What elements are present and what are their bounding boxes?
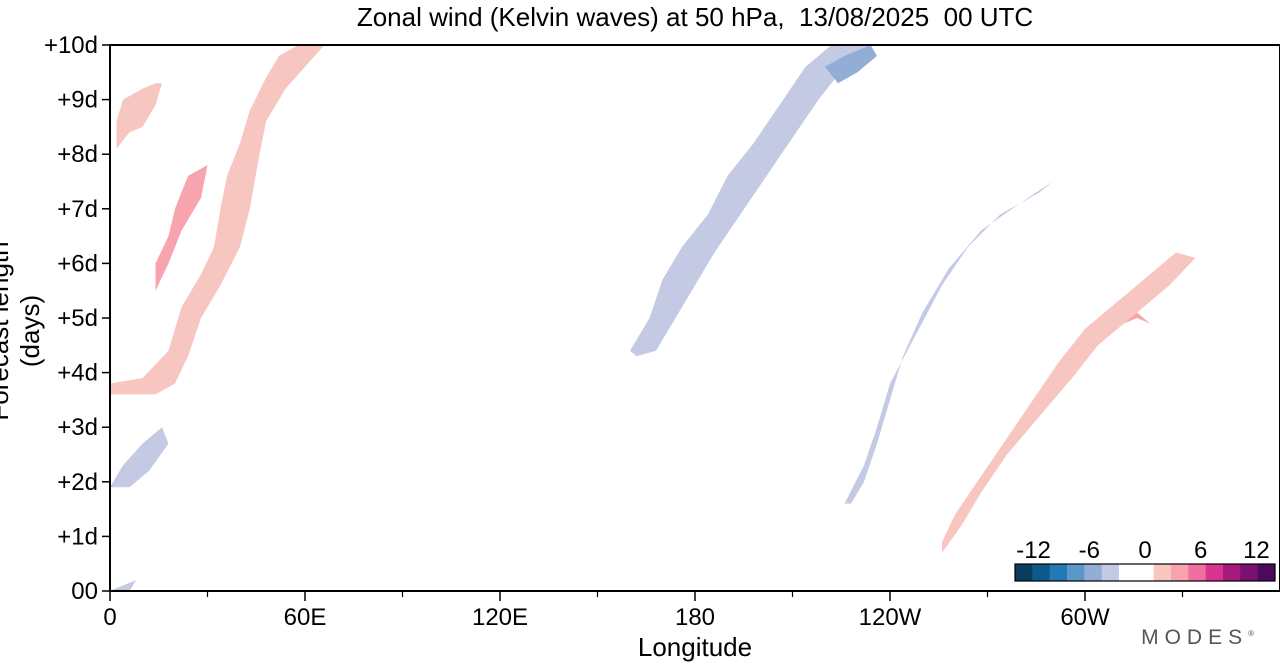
colorbar-label: 6	[1194, 537, 1207, 564]
colorbar-swatch	[1153, 564, 1172, 581]
colorbar-label: 12	[1243, 537, 1270, 564]
brand-name: MODES	[1141, 626, 1249, 649]
colorbar-swatch	[1015, 564, 1033, 581]
y-tick-label: +1d	[57, 523, 98, 550]
y-tick-label: +10d	[44, 32, 98, 59]
contour-region-negative-9	[110, 580, 136, 591]
x-tick-label: 120E	[472, 604, 528, 631]
x-tick-label: 60E	[284, 604, 327, 631]
y-tick-label: +8d	[57, 141, 98, 168]
colorbar-frame	[1014, 563, 1276, 582]
y-tick-label: +3d	[57, 414, 98, 441]
y-tick-label: +7d	[57, 196, 98, 223]
x-axis-ticks: 0 60E 120E 180 120W 60W	[103, 591, 1184, 631]
colorbar-swatch	[1240, 564, 1259, 581]
contour-region-positive-4	[1124, 312, 1150, 324]
contour-region-positive-1	[116, 83, 162, 149]
colorbar-label: 0	[1138, 537, 1151, 564]
colorbar-swatch	[1084, 564, 1103, 581]
colorbar-swatch	[1205, 564, 1224, 581]
y-tick-label: +6d	[57, 250, 98, 277]
colorbar-swatch	[1101, 564, 1120, 581]
x-tick-label: 180	[675, 604, 715, 631]
brand-logo: MODES®	[1141, 626, 1254, 650]
contour-region-negative-5	[630, 45, 871, 357]
brand-mark: ®	[1248, 629, 1254, 638]
y-tick-label: +4d	[57, 360, 98, 387]
contour-region-negative-8	[110, 427, 169, 488]
colorbar-swatch	[1136, 564, 1155, 581]
y-tick-label: +5d	[57, 305, 98, 332]
x-tick-label: 120W	[859, 604, 922, 631]
colorbar-label: -12	[1016, 537, 1051, 564]
colorbar-swatch	[1223, 564, 1241, 581]
y-axis-ticks: 00 +1d +2d +3d +4d +5d +6d +7d +8d +9d +10d	[44, 32, 110, 605]
x-axis-label: Longitude	[637, 632, 753, 662]
contour-region-negative-7	[844, 181, 1053, 504]
x-tick-label: 0	[103, 604, 116, 631]
y-axis-label: Forecast length (days)	[0, 241, 45, 421]
colorbar-swatch	[1188, 564, 1207, 581]
x-tick-label: 60W	[1060, 604, 1110, 631]
chart-title: Zonal wind (Kelvin waves) at 50 hPa, 13/…	[356, 2, 1034, 32]
colorbar-swatch	[1067, 564, 1085, 581]
colorbar-label: -6	[1079, 537, 1100, 564]
colorbar-swatch	[1119, 564, 1137, 581]
contour-region-positive-3	[942, 252, 1196, 553]
colorbar: -12 -6 0 6 12	[1013, 532, 1277, 583]
colorbar-swatch	[1171, 564, 1189, 581]
colorbar-swatch	[1032, 564, 1051, 581]
contour-region-positive-2	[155, 165, 208, 291]
y-tick-label: 00	[71, 578, 98, 605]
contour-region-negative-6	[825, 45, 877, 84]
y-tick-label: +9d	[57, 87, 98, 114]
contour-regions	[110, 45, 1196, 591]
y-tick-label: +2d	[57, 469, 98, 496]
colorbar-swatch	[1049, 564, 1068, 581]
colorbar-swatch	[1257, 564, 1276, 581]
